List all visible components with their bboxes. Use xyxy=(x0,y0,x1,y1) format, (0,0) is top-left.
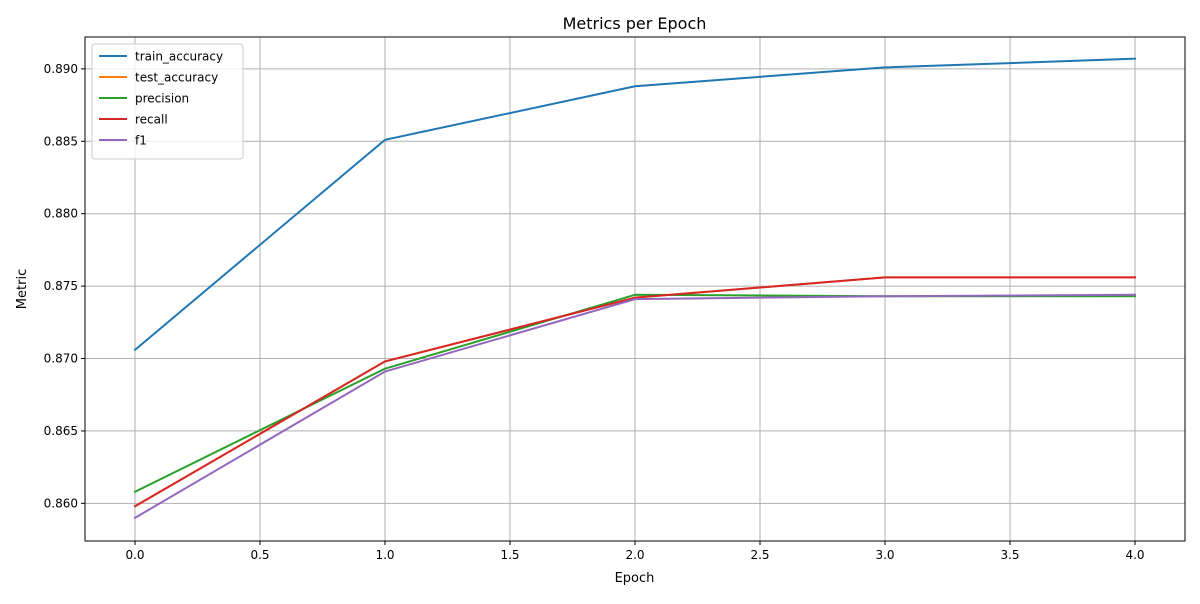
y-tick-label: 0.875 xyxy=(44,279,78,293)
y-axis-label: Metric xyxy=(15,269,30,309)
series-line-train-accuracy xyxy=(133,57,1137,352)
legend-label-precision: precision xyxy=(135,92,189,106)
series-line-recall xyxy=(133,276,1136,508)
chart-title: Metrics per Epoch xyxy=(563,14,707,33)
y-tick-label: 0.890 xyxy=(44,62,78,76)
x-tick-label: 2.0 xyxy=(625,548,644,562)
legend-label-recall: recall xyxy=(135,113,168,127)
x-tick-label: 2.5 xyxy=(750,548,769,562)
legend: train_accuracy test_accuracy precision reca… xyxy=(91,43,244,160)
series-layer xyxy=(133,57,1137,520)
y-axis-ticks: 0.860 0.865 0.870 0.875 0.880 0.885 0.890 xyxy=(44,62,85,510)
y-tick-label: 0.870 xyxy=(44,352,78,366)
legend-label-test-accuracy: test_accuracy xyxy=(135,71,218,85)
legend-label-f1: f1 xyxy=(135,134,147,148)
y-tick-label: 0.865 xyxy=(44,424,78,438)
x-tick-label: 1.5 xyxy=(500,548,519,562)
x-axis-label: Epoch xyxy=(615,571,655,586)
x-axis-ticks: 0.0 0.5 1.0 1.5 2.0 2.5 3.0 3.5 4.0 xyxy=(125,541,1145,562)
x-tick-label: 3.5 xyxy=(1000,548,1019,562)
y-tick-label: 0.885 xyxy=(44,134,78,148)
grid-layer xyxy=(85,37,1185,541)
x-tick-label: 0.5 xyxy=(250,548,269,562)
x-tick-label: 0.0 xyxy=(125,548,144,562)
y-tick-label: 0.860 xyxy=(44,496,78,510)
y-tick-label: 0.880 xyxy=(44,207,78,221)
x-tick-label: 3.0 xyxy=(875,548,894,562)
x-tick-label: 1.0 xyxy=(375,548,394,562)
legend-box xyxy=(91,43,244,160)
x-tick-label: 4.0 xyxy=(1125,548,1144,562)
legend-label-train-accuracy: train_accuracy xyxy=(135,50,223,64)
series-line-f1 xyxy=(133,293,1137,520)
